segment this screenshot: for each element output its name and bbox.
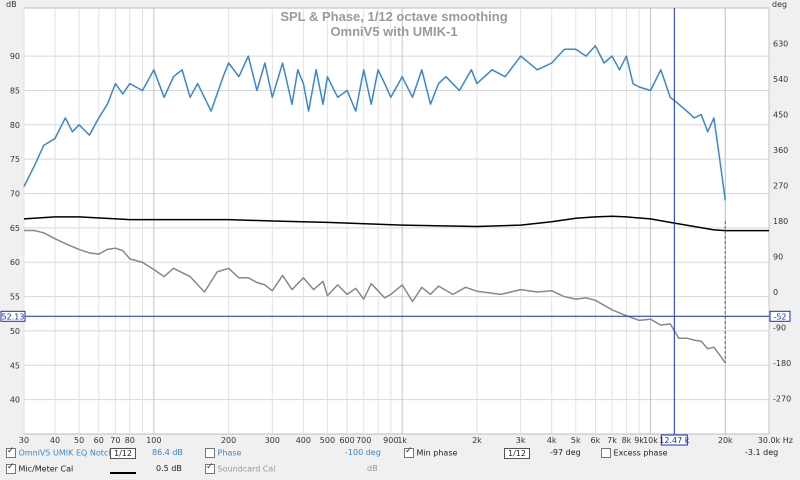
chart-subtitle: OmniV5 with UMIK-1 [330, 24, 457, 39]
cursor-y-label: 52.13 [2, 312, 25, 321]
checkbox-icon[interactable] [205, 462, 215, 474]
y2-tick-label: 270 [773, 182, 788, 191]
mic-cal-label: Mic/Meter Cal [18, 464, 74, 474]
series-line [24, 229, 726, 364]
x-tick-label: 4k [547, 436, 557, 445]
y-tick-label: 85 [10, 86, 20, 95]
cursor-y2-box [769, 310, 791, 322]
y2-tick-label: 450 [773, 111, 788, 120]
mic-cal-swatch [110, 468, 136, 477]
spl-readout: 86.4 dB [152, 448, 183, 457]
x-tick-label: 50 [74, 436, 84, 445]
y2-tick-label: 630 [773, 40, 788, 49]
checkbox-icon[interactable] [404, 446, 414, 458]
smoothing-value[interactable]: 1/12 [110, 448, 136, 459]
x-tick-label: 1k [397, 436, 407, 445]
y2-tick-label: 180 [773, 217, 788, 226]
x-tick-label: 8k [622, 436, 632, 445]
y-tick-label: 40 [10, 396, 20, 405]
x-tick-label: 5k [571, 436, 581, 445]
y2-tick-label: 360 [773, 146, 788, 155]
smoothing-selector[interactable]: 1/12 [110, 448, 136, 459]
x-tick-label: 9k [634, 436, 644, 445]
soundcard-cal-label: Soundcard Cal [217, 464, 276, 474]
min-phase-smoothing-selector[interactable]: 1/12 [504, 448, 530, 459]
x-tick-label: 6k [591, 436, 601, 445]
y-tick-label: 80 [10, 121, 20, 130]
x-tick-label: 70 [110, 436, 120, 445]
legend-item-omniv5[interactable]: OmniV5 UMIK EQ Notch [6, 446, 114, 458]
cursor[interactable]: 52.13 -52 12.47 k [0, 8, 791, 446]
y2-tick-label: 540 [773, 75, 788, 84]
x-tick-label: 2k [472, 436, 482, 445]
checkbox-icon[interactable] [601, 448, 611, 458]
cursor-y-box [0, 310, 26, 322]
cursor-y2-label: -52 [773, 312, 786, 321]
soundcard-cal-readout: dB [367, 464, 378, 473]
x-tick-label: 7k [607, 436, 617, 445]
series-line [23, 215, 769, 232]
legend-item-mic-meter-cal[interactable]: Mic/Meter Cal [6, 462, 74, 474]
legend-item-phase[interactable]: Phase [205, 448, 241, 458]
x-tick-label: 40 [50, 436, 60, 445]
legend-row-measurement: OmniV5 UMIK EQ Notch 1/12 86.4 dB Phase … [0, 446, 800, 462]
y-tick-label: 75 [10, 155, 20, 164]
plot-background [23, 7, 770, 435]
series-lines [23, 45, 769, 364]
y-tick-label: 90 [10, 52, 20, 61]
x-tick-label: 3k [516, 436, 526, 445]
x-tick-label: 30 [19, 436, 29, 445]
x-tick-label: 100 [146, 436, 161, 445]
chart-title: SPL & Phase, 1/12 octave smoothing [280, 9, 507, 24]
y-tick-label: 65 [10, 224, 20, 233]
y-tick-label: 60 [10, 258, 20, 267]
cursor-x-label: 12.47 k [659, 436, 689, 445]
y-tick-label: 50 [10, 327, 20, 336]
y2-tick-label: -270 [773, 395, 791, 404]
checkbox-icon[interactable] [6, 462, 16, 474]
legend-item-excess-phase[interactable]: Excess phase [601, 448, 668, 458]
legend-panel: OmniV5 UMIK EQ Notch 1/12 86.4 dB Phase … [0, 446, 800, 480]
y2-tick-label: 90 [773, 253, 783, 262]
cursor-x-box [660, 434, 688, 446]
x-tick-label: 80 [125, 436, 135, 445]
left-axis-unit: dB [6, 0, 17, 9]
x-tick-label: 700 [356, 436, 371, 445]
x-tick-label: 10k [643, 436, 658, 445]
tick-labels: 40 45 50 55 60 65 70 75 80 85 90 630 540 450 360 270 180… [10, 40, 793, 446]
legend-row-calibration: Mic/Meter Cal 0.5 dB Soundcard Cal dB [0, 462, 800, 478]
right-axis-unit: deg [772, 0, 787, 9]
x-tick-label: 30.0k Hz [758, 436, 793, 445]
x-tick-label: 300 [265, 436, 280, 445]
y2-tick-label: 0 [773, 288, 778, 297]
phase-label: Phase [217, 448, 242, 458]
excess-phase-readout: -3.1 deg [745, 448, 779, 457]
x-tick-label: 400 [296, 436, 311, 445]
excess-phase-label: Excess phase [613, 448, 668, 458]
checkbox-icon[interactable] [205, 448, 215, 458]
legend-item-min-phase[interactable]: Min phase [404, 446, 458, 458]
min-phase-smoothing-value[interactable]: 1/12 [504, 448, 530, 459]
y2-tick-label: -180 [773, 359, 791, 368]
x-tick-label: 500 [320, 436, 335, 445]
x-tick-label: 60 [94, 436, 104, 445]
checkbox-icon[interactable] [6, 446, 16, 458]
series-line [23, 45, 727, 201]
y-tick-label: 70 [10, 190, 20, 199]
x-tick-label: 900 [383, 436, 398, 445]
legend-item-soundcard-cal[interactable]: Soundcard Cal [205, 462, 276, 474]
mic-cal-readout: 0.5 dB [156, 464, 182, 473]
phase-readout: -100 deg [345, 448, 381, 457]
x-tick-label: 600 [339, 436, 354, 445]
y2-tick-label: -90 [773, 324, 786, 333]
legend-series-name: OmniV5 UMIK EQ Notch [18, 448, 114, 458]
spl-phase-chart: 40 45 50 55 60 65 70 75 80 85 90 630 540 450 360 270 180… [0, 0, 793, 446]
x-tick-label: 20k [718, 436, 733, 445]
x-tick-label: 200 [221, 436, 236, 445]
y-tick-label: 55 [10, 293, 20, 302]
min-phase-readout: -97 deg [550, 448, 581, 457]
y-tick-label: 45 [10, 361, 20, 370]
min-phase-label: Min phase [416, 448, 458, 458]
